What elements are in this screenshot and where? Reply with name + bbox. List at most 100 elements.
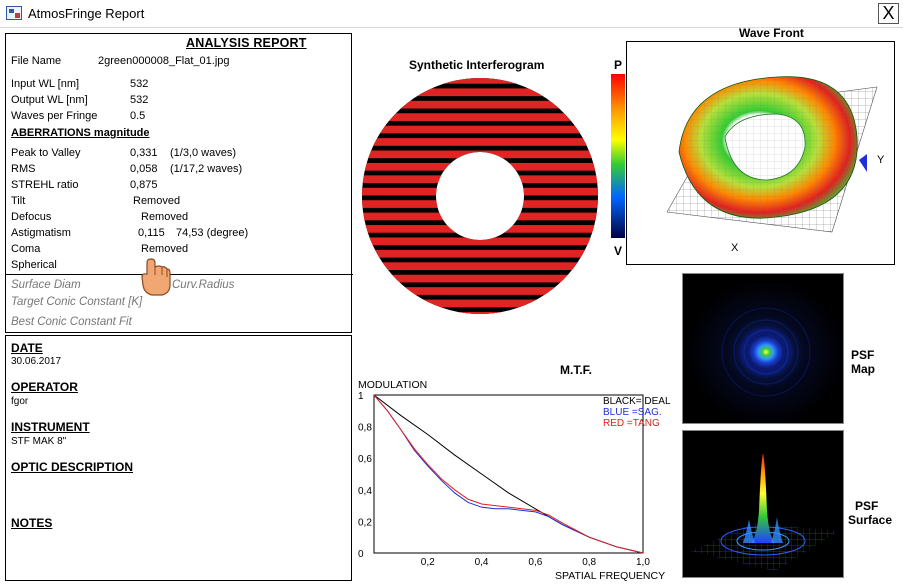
psf-surface-label-2: Surface — [848, 513, 893, 527]
rms-waves: (1/17,2 waves) — [170, 163, 243, 175]
curv-radius-label: Curv.Radius — [172, 279, 235, 291]
mtf-x-tick: 0,8 — [582, 557, 596, 568]
psf-map-label-1: PSF — [851, 348, 875, 362]
fringe-band — [362, 249, 598, 258]
mtf-legend-entry: BLACK=IDEAL — [603, 396, 671, 407]
waves-per-fringe-label: Waves per Fringe — [11, 110, 98, 122]
ptv-waves: (1/3,0 waves) — [170, 147, 237, 159]
file-name-label: File Name — [11, 55, 62, 67]
input-wl-label: Input WL [nm] — [11, 78, 80, 90]
spherical-label: Spherical — [11, 259, 57, 271]
interferogram-title: Synthetic Interferogram — [409, 58, 545, 72]
fringe-band — [362, 287, 598, 295]
psf-surface-image — [682, 430, 844, 578]
fringe-band — [362, 175, 598, 184]
hand-cursor-icon — [141, 258, 171, 296]
instrument-label: INSTRUMENT — [11, 420, 90, 434]
info-panel: DATE 30.06.2017 OPERATOR fgor INSTRUMENT… — [5, 335, 352, 581]
close-button[interactable]: X — [878, 3, 899, 24]
scale-peak-label: P — [614, 58, 623, 72]
mtf-x-tick: 0,4 — [475, 557, 489, 568]
scale-valley-label: V — [614, 244, 623, 258]
fringe-band — [362, 262, 598, 271]
fringe-band — [362, 200, 598, 208]
optic-description-label: OPTIC DESCRIPTION — [11, 460, 134, 474]
close-icon: X — [882, 3, 895, 23]
mtf-y-tick: 0,6 — [358, 454, 372, 465]
fringe-band — [362, 88, 598, 97]
mtf-y-tick: 0,4 — [358, 486, 372, 497]
mtf-x-tick: 0,6 — [528, 557, 542, 568]
mtf-y-label: MODULATION — [358, 379, 427, 391]
rms-value: 0,058 — [130, 163, 158, 175]
fringe-band — [362, 237, 598, 246]
fringe-band — [362, 100, 598, 109]
rms-label: RMS — [11, 163, 36, 175]
aberrations-heading: ABERRATIONS magnitude — [11, 127, 150, 139]
app-icon — [6, 6, 22, 20]
mtf-chart: MODULATION SPATIAL FREQUENCY 0,2 0,4 0,6 0,… — [358, 379, 671, 582]
report-divider — [6, 274, 353, 275]
notes-label: NOTES — [11, 516, 53, 530]
date-label: DATE — [11, 341, 43, 355]
wavefront-plot: X Y — [613, 41, 895, 265]
date-value: 30.06.2017 — [11, 356, 62, 367]
coma-label: Coma — [11, 243, 41, 255]
strehl-label: STREHL ratio — [11, 179, 79, 191]
mtf-x-tick: 1,0 — [636, 557, 650, 568]
mtf-y-tick: 0 — [358, 549, 364, 560]
waves-per-fringe-value: 0.5 — [130, 110, 146, 122]
astigmatism-angle: 74,53 (degree) — [176, 227, 249, 239]
fringe-band — [362, 113, 598, 121]
fringe-band — [362, 78, 598, 84]
analysis-report-panel: ANALYSIS REPORT File Name 2green000008_F… — [5, 33, 353, 333]
mtf-legend-entry: RED =TANG — [603, 418, 660, 429]
fringe-band — [362, 138, 598, 146]
mtf-legend-entry: BLUE =SAG. — [603, 407, 662, 418]
mtf-x-tick: 0,2 — [421, 557, 435, 568]
report-title: ANALYSIS REPORT — [186, 36, 307, 50]
coma-value: Removed — [141, 243, 189, 255]
input-wl-value: 532 — [130, 78, 149, 90]
fringe-band — [362, 150, 598, 159]
wavefront-y-axis: Y — [877, 154, 885, 166]
operator-label: OPERATOR — [11, 380, 78, 394]
operator-value: fgor — [11, 396, 29, 407]
fringe-band — [362, 312, 598, 314]
mtf-plot-area — [373, 394, 644, 554]
title-bar: AtmosFringe Report X — [0, 0, 903, 28]
strehl-value: 0,875 — [130, 179, 158, 191]
tilt-value: Removed — [133, 195, 181, 207]
psf-map-label-2: Map — [851, 362, 875, 376]
output-wl-value: 532 — [130, 94, 149, 106]
astigmatism-value: 0,115 — [138, 227, 165, 239]
fringe-band — [362, 299, 598, 308]
mtf-title: M.T.F. — [560, 363, 592, 377]
defocus-label: Defocus — [11, 211, 52, 223]
window-title: AtmosFringe Report — [28, 6, 145, 21]
mtf-y-tick: 1 — [358, 391, 364, 402]
ptv-value: 0,331 — [130, 147, 158, 159]
fringe-band — [362, 225, 598, 233]
ptv-label: Peak to Valley — [11, 147, 81, 159]
surface-diam-label: Surface Diam — [11, 279, 81, 291]
astigmatism-label: Astigmatism — [11, 227, 71, 239]
mtf-y-tick: 0,2 — [358, 517, 372, 528]
mtf-x-label: SPATIAL FREQUENCY — [555, 570, 665, 582]
wavefront-title: Wave Front — [739, 26, 804, 40]
mtf-y-tick: 0,8 — [358, 423, 372, 434]
wavefront-surface — [613, 61, 878, 233]
instrument-value: STF MAK 8" — [11, 436, 67, 447]
wavefront-x-axis: X — [731, 242, 739, 254]
fringe-band — [362, 162, 598, 171]
target-conic-label: Target Conic Constant [K] — [11, 296, 143, 308]
mtf-series-sag — [373, 394, 644, 554]
psf-map-image — [682, 273, 846, 426]
tilt-label: Tilt — [11, 195, 26, 207]
defocus-value: Removed — [141, 211, 189, 223]
output-wl-label: Output WL [nm] — [11, 94, 88, 106]
mtf-series-tang — [373, 394, 644, 554]
file-name-value: 2green000008_Flat_01.jpg — [98, 55, 230, 67]
best-conic-label: Best Conic Constant Fit — [11, 316, 132, 328]
fringe-band — [362, 187, 598, 196]
